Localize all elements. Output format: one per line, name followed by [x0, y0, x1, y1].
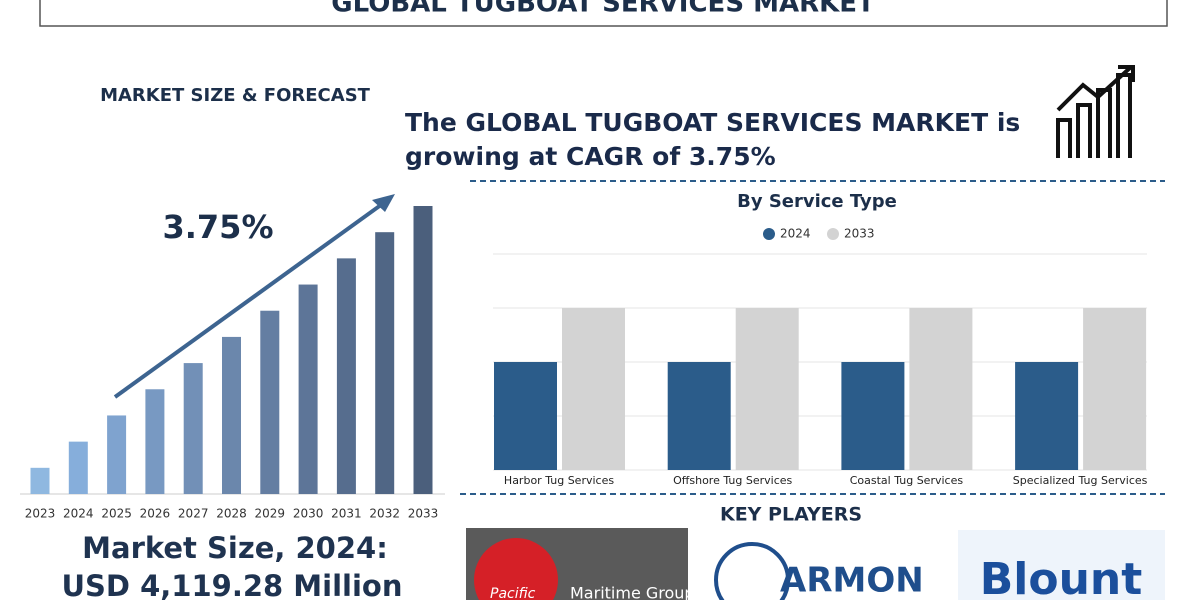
bar [841, 362, 905, 470]
key-players-title: KEY PLAYERS [720, 504, 862, 526]
bar [145, 389, 165, 494]
bar [909, 308, 973, 470]
x-tick-label: Offshore Tug Services [673, 474, 792, 487]
bar [375, 232, 395, 494]
bar [222, 336, 241, 494]
chart-title: By Service Type [737, 191, 897, 212]
bar [735, 308, 799, 470]
x-tick-label: 2033 [408, 507, 439, 521]
x-tick-label: 2030 [293, 507, 324, 521]
market-size-value: USD 4,119.28 Million [62, 569, 403, 600]
x-tick-label: Harbor Tug Services [504, 474, 614, 487]
logo-text: Pacific [490, 586, 536, 600]
logo: Pacific Maritime Group [466, 528, 695, 600]
logo-text: Maritime Group [570, 584, 695, 600]
bar [494, 362, 557, 470]
legend-label: 2033 [844, 227, 875, 241]
x-tick-label: Specialized Tug Services [1013, 474, 1148, 487]
x-tick-label: 2032 [369, 507, 400, 521]
x-tick-label: 2024 [63, 507, 94, 521]
x-tick-label: 2027 [178, 507, 209, 521]
bar [1015, 362, 1079, 470]
x-tick-label: 2029 [255, 507, 286, 521]
x-tick-label: 2025 [101, 507, 132, 521]
bar [1083, 308, 1147, 470]
bar [336, 258, 356, 494]
market-size-label: Market Size, 2024: [82, 531, 388, 565]
bar [562, 308, 625, 470]
bar [183, 363, 203, 494]
legend-marker [827, 228, 839, 240]
logo-bg [958, 530, 1165, 600]
logo: ARMON [714, 542, 924, 600]
header-box [39, 0, 1168, 27]
logo-text: ARMON [780, 561, 924, 600]
x-tick-label: 2028 [216, 507, 247, 521]
arrow-head [372, 194, 395, 212]
bar [30, 467, 50, 494]
cagr-label: 3.75% [162, 208, 273, 246]
growth-icon [1056, 65, 1135, 158]
bar [68, 441, 88, 494]
legend-marker [763, 228, 775, 240]
legend-label: 2024 [780, 227, 811, 241]
logo-text: Blount [980, 554, 1143, 600]
headline: The GLOBAL TUGBOAT SERVICES MARKET is gr… [405, 108, 1021, 171]
x-tick-label: Coastal Tug Services [850, 474, 964, 487]
bar [260, 310, 280, 494]
bar [667, 362, 731, 470]
bar [107, 415, 127, 494]
logo-circle [474, 538, 558, 600]
logo: Blount [958, 530, 1165, 600]
x-tick-label: 2026 [140, 507, 171, 521]
x-tick-label: 2031 [331, 507, 362, 521]
header-title: GLOBAL TUGBOAT SERVICES MARKET [331, 0, 875, 19]
x-tick-label: 2023 [25, 507, 56, 521]
bar [413, 206, 433, 494]
bar [298, 284, 318, 494]
logo-circle [714, 542, 790, 600]
forecast-label: MARKET SIZE & FORECAST [100, 85, 371, 106]
trend-arrow [113, 200, 387, 399]
